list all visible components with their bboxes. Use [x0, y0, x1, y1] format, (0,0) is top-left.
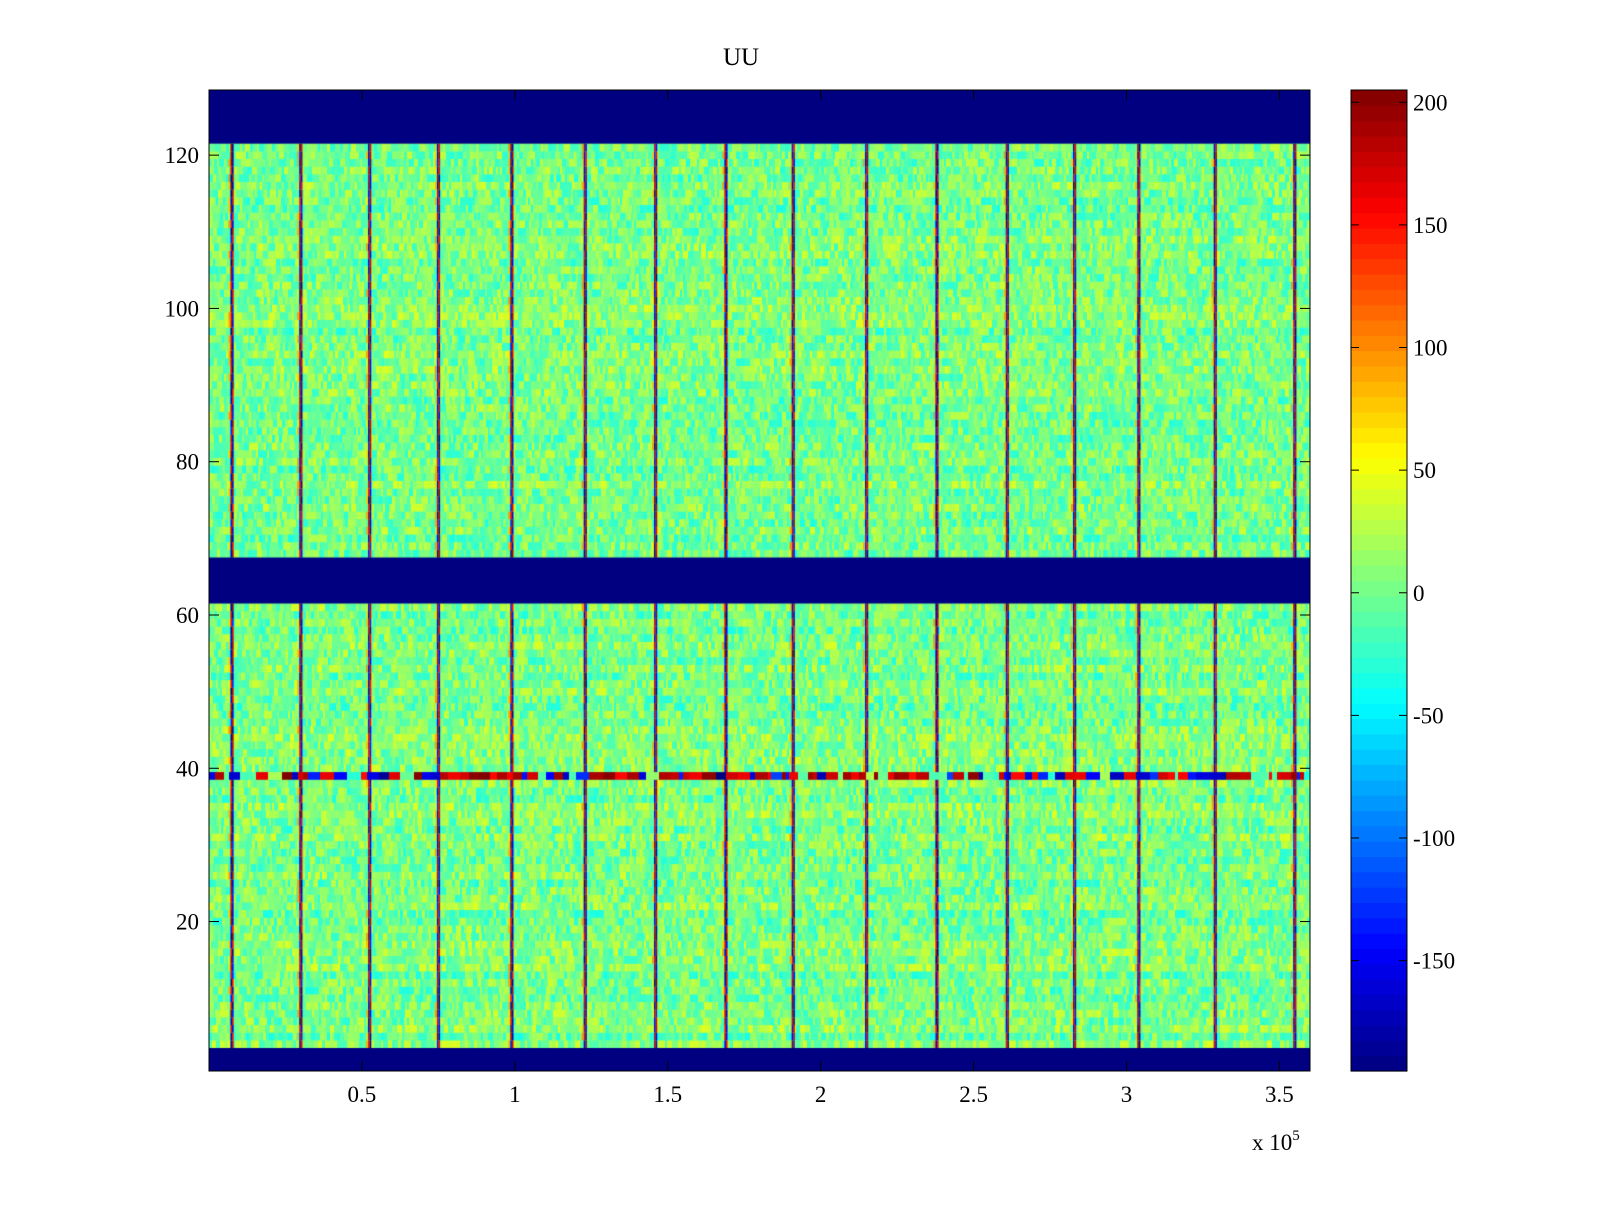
- colorbar-segment: [1351, 979, 1407, 995]
- colorbar-segment: [1351, 595, 1407, 612]
- colorbar-segment: [1351, 411, 1407, 428]
- y-tick-label: 60: [176, 603, 199, 628]
- colorbar-segment: [1351, 611, 1407, 628]
- y-tick-label: 20: [176, 910, 199, 935]
- colorbar-segment: [1351, 181, 1407, 198]
- colorbar-segment: [1351, 994, 1407, 1011]
- colorbar-segment: [1351, 335, 1407, 352]
- colorbar-segment: [1351, 90, 1407, 106]
- colorbar-box: [1350, 89, 1408, 1072]
- colorbar-segment: [1351, 1040, 1407, 1057]
- colorbar-segment: [1351, 580, 1407, 597]
- colorbar-segment: [1351, 549, 1407, 566]
- colorbar-segment: [1351, 963, 1407, 980]
- colorbar-segment: [1351, 871, 1407, 888]
- colorbar-segment: [1351, 289, 1407, 306]
- colorbar-segment: [1351, 166, 1407, 183]
- colorbar-segment: [1351, 856, 1407, 873]
- colorbar-segment: [1351, 243, 1407, 260]
- colorbar-segment: [1351, 687, 1407, 704]
- y-tick-label: 120: [165, 143, 200, 168]
- colorbar-segment: [1351, 733, 1407, 750]
- y-tick-label: 80: [176, 450, 199, 475]
- colorbar: [1351, 90, 1407, 1072]
- colorbar-tick-label: 0: [1413, 581, 1425, 606]
- x-tick-label: 3: [1121, 1082, 1133, 1107]
- colorbar-segment: [1351, 227, 1407, 244]
- colorbar-segment: [1351, 933, 1407, 949]
- colorbar-tick-label: 150: [1413, 213, 1448, 238]
- colorbar-segment: [1351, 1055, 1407, 1072]
- x-tick-label: 2.5: [959, 1082, 988, 1107]
- x-tick-label: 2: [815, 1082, 827, 1107]
- colorbar-tick-label: 200: [1413, 90, 1448, 115]
- colorbar-segment: [1351, 473, 1407, 490]
- colorbar-segment: [1351, 350, 1407, 367]
- colorbar-segment: [1351, 381, 1407, 398]
- heatmap-raster: [209, 90, 1310, 1071]
- plot-axes-box: [208, 89, 1311, 1072]
- colorbar-segment: [1351, 718, 1407, 735]
- x-tick-label: 3.5: [1265, 1082, 1294, 1107]
- chart-title: UU: [723, 44, 759, 71]
- colorbar-segment: [1351, 197, 1407, 214]
- x-axis: 0.5 1 1.5 2 2.5 3 3.5: [348, 90, 1294, 1107]
- colorbar-segment: [1351, 1025, 1407, 1041]
- colorbar-segment: [1351, 749, 1407, 766]
- colorbar-segment: [1351, 810, 1407, 827]
- colorbar-segment: [1351, 442, 1407, 459]
- colorbar-segment: [1351, 365, 1407, 382]
- colorbar-segment: [1351, 120, 1407, 137]
- colorbar-segment: [1351, 503, 1407, 520]
- colorbar-segment: [1351, 887, 1407, 903]
- colorbar-axis: 200 150 100 50 0 -50 -100 -150: [1351, 90, 1455, 974]
- colorbar-segment: [1351, 212, 1407, 229]
- colorbar-segment: [1351, 795, 1407, 812]
- x-exponent-power: 5: [1292, 1128, 1300, 1144]
- colorbar-segment: [1351, 488, 1407, 505]
- x-tick-label: 1: [509, 1082, 521, 1107]
- colorbar-segment: [1351, 105, 1407, 122]
- colorbar-segment: [1351, 948, 1407, 965]
- colorbar-segment: [1351, 917, 1407, 934]
- colorbar-segment: [1351, 825, 1407, 842]
- x-tick-label: 1.5: [653, 1082, 682, 1107]
- colorbar-segment: [1351, 135, 1407, 152]
- colorbar-tick-label: -150: [1413, 949, 1455, 974]
- colorbar-tick-label: 50: [1413, 458, 1436, 483]
- y-tick-label: 100: [165, 296, 200, 321]
- colorbar-segment: [1351, 779, 1407, 796]
- colorbar-segment: [1351, 764, 1407, 781]
- x-exponent-label: x 105: [1252, 1128, 1300, 1155]
- colorbar-segment: [1351, 565, 1407, 582]
- colorbar-segment: [1351, 457, 1407, 474]
- colorbar-segment: [1351, 427, 1407, 444]
- colorbar-tick-label: -100: [1413, 826, 1455, 851]
- colorbar-segment: [1351, 396, 1407, 413]
- colorbar-segment: [1351, 258, 1407, 275]
- y-axis: 20 40 60 80 100 120: [165, 143, 1310, 935]
- colorbar-segment: [1351, 703, 1407, 720]
- colorbar-segment: [1351, 151, 1407, 168]
- x-tick-label: 0.5: [348, 1082, 377, 1107]
- heatmap-image: [209, 90, 1310, 1071]
- colorbar-segment: [1351, 319, 1407, 336]
- colorbar-segment: [1351, 1009, 1407, 1026]
- colorbar-segment: [1351, 626, 1407, 643]
- colorbar-tick-label: -50: [1413, 703, 1444, 728]
- colorbar-segment: [1351, 304, 1407, 321]
- colorbar-segment: [1351, 902, 1407, 919]
- colorbar-tick-label: 100: [1413, 336, 1448, 361]
- colorbar-segment: [1351, 641, 1407, 658]
- colorbar-segment: [1351, 519, 1407, 536]
- colorbar-segment: [1351, 841, 1407, 858]
- colorbar-segment: [1351, 672, 1407, 689]
- colorbar-segment: [1351, 273, 1407, 290]
- y-tick-label: 40: [176, 756, 199, 781]
- colorbar-segment: [1351, 657, 1407, 674]
- colorbar-segment: [1351, 534, 1407, 551]
